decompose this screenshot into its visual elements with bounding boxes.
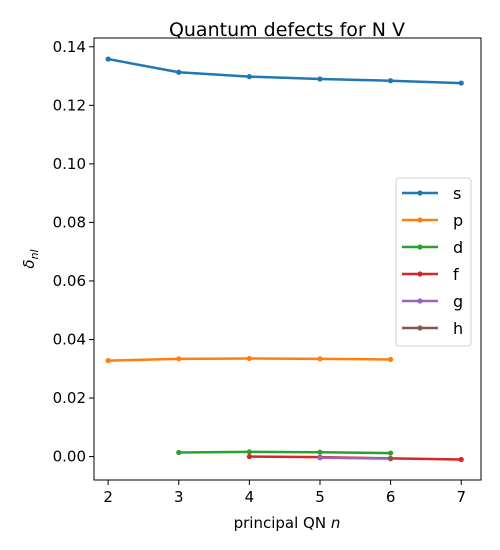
legend-label-f: f bbox=[453, 265, 459, 284]
data-point-s bbox=[246, 74, 252, 80]
legend-label-g: g bbox=[453, 292, 463, 311]
y-tick-label: 0.10 bbox=[53, 155, 86, 173]
x-tick-label: 5 bbox=[315, 488, 325, 506]
x-axis-label-text: principal QN bbox=[234, 514, 326, 532]
legend-label-h: h bbox=[453, 319, 463, 338]
data-point-d bbox=[246, 449, 252, 455]
series-line-s bbox=[106, 57, 463, 85]
data-point-s bbox=[388, 78, 394, 84]
y-tick-label: 0.00 bbox=[53, 448, 86, 466]
data-point-h bbox=[388, 456, 394, 462]
legend-label-p: p bbox=[453, 211, 463, 230]
data-point-d bbox=[317, 449, 323, 455]
y-tick-label: 0.12 bbox=[53, 96, 86, 114]
legend-marker-f bbox=[417, 271, 423, 277]
data-point-d bbox=[388, 450, 394, 456]
data-point-s bbox=[105, 56, 111, 62]
data-point-p bbox=[246, 355, 252, 362]
x-tick-label: 3 bbox=[174, 488, 184, 506]
legend-marker-d bbox=[417, 244, 423, 250]
y-tick-label: 0.02 bbox=[53, 389, 86, 407]
data-point-p bbox=[317, 356, 323, 362]
y-tick-label: 0.14 bbox=[53, 38, 86, 56]
data-point-s bbox=[176, 69, 182, 75]
y-axis-label-symbol: δ bbox=[20, 259, 38, 268]
data-point-d bbox=[176, 449, 182, 456]
legend-marker-p bbox=[417, 217, 423, 223]
data-point-f bbox=[246, 453, 252, 460]
data-point-f bbox=[458, 456, 464, 463]
data-point-s bbox=[317, 76, 323, 82]
legend-label-s: s bbox=[453, 184, 461, 203]
x-ticks: 2 3 4 5 6 7 bbox=[103, 480, 466, 506]
x-tick-label: 2 bbox=[103, 488, 113, 506]
y-tick-label: 0.06 bbox=[53, 272, 86, 290]
legend-marker-g bbox=[417, 298, 423, 304]
x-tick-label: 4 bbox=[245, 488, 255, 506]
y-tick-label: 0.08 bbox=[53, 213, 86, 231]
y-ticks: 0.00 0.02 0.04 0.06 0.08 0.10 0.12 0.14 bbox=[53, 38, 94, 466]
series-line-d bbox=[177, 450, 392, 455]
plot-frame bbox=[93, 37, 482, 481]
x-axis-label: principal QN n bbox=[234, 514, 341, 532]
x-tick-label: 6 bbox=[386, 488, 396, 506]
data-point-p bbox=[105, 357, 111, 364]
data-point-g bbox=[317, 455, 323, 461]
data-point-p bbox=[388, 356, 394, 363]
x-tick-label: 7 bbox=[456, 488, 466, 506]
y-axis-label: δnl bbox=[20, 249, 41, 268]
y-tick-label: 0.04 bbox=[53, 330, 86, 348]
legend-label-d: d bbox=[453, 238, 463, 257]
data-point-s bbox=[458, 80, 464, 86]
data-point-p bbox=[176, 356, 182, 362]
series-line-g bbox=[318, 456, 392, 460]
chart-title: Quantum defects for N V bbox=[169, 19, 405, 41]
y-axis-label-subscript: nl bbox=[28, 249, 41, 259]
series-layer bbox=[105, 56, 464, 463]
legend-marker-s bbox=[417, 190, 423, 196]
legend-marker-h bbox=[417, 325, 423, 331]
x-axis-label-var: n bbox=[331, 514, 341, 532]
